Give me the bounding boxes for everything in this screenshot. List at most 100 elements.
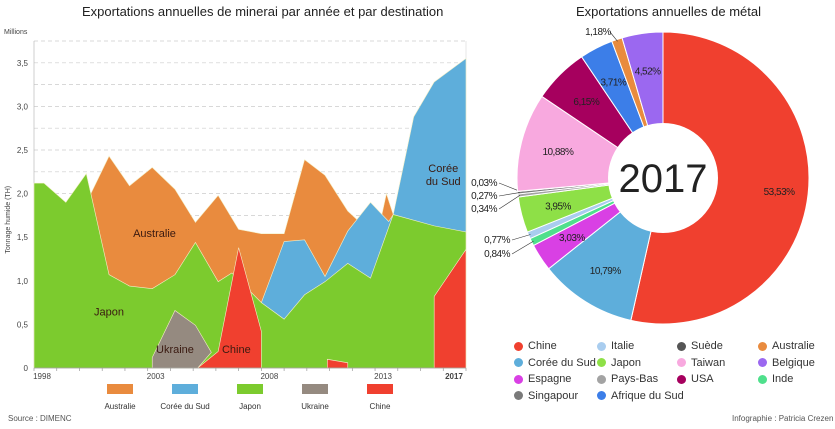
legend-dot-icon: [514, 341, 523, 351]
area-label-line: Australie: [133, 228, 176, 240]
legend-label: Australie: [772, 340, 815, 352]
legend-dot-icon: [597, 341, 606, 351]
leader-line: [498, 182, 520, 192]
pie-slice-suède: [517, 177, 664, 193]
legend-dot-icon: [514, 391, 523, 400]
pie-label: 1,18%: [585, 27, 611, 38]
legend-label: Belgique: [772, 356, 815, 369]
legend-item: Espagne: [514, 373, 571, 385]
legend-dot-icon: [514, 374, 523, 384]
pie-slice-afrique-du-sud: [580, 40, 664, 179]
area-label-line: Corée: [428, 163, 458, 175]
legend-dot-icon: [597, 391, 606, 400]
x-tick-label: 2017: [445, 372, 463, 381]
legend-item: Singapour: [514, 390, 578, 402]
pie-label: 0,84%: [484, 249, 510, 260]
legend-dot-icon: [758, 341, 767, 351]
leader-line: [511, 240, 534, 255]
legend-item: USA: [677, 373, 714, 385]
area-label-line: Chine: [222, 344, 251, 356]
area-label: Chine: [222, 344, 251, 356]
credit-note: Infographie : Patricia Crezen: [732, 414, 834, 423]
pie-slice-australie: [611, 37, 664, 179]
y-tick-label: 3,0: [17, 102, 29, 111]
y-axis-label: Tonnage humide (TH): [5, 186, 12, 254]
pie-slice-chine: [630, 31, 810, 325]
pie-label: 10,88%: [542, 147, 574, 158]
leader-line: [511, 234, 531, 241]
legend-label: Italie: [611, 340, 635, 352]
area-label-line: Japon: [94, 307, 124, 319]
legend-label: Australie: [104, 402, 136, 411]
pie-label: 3,95%: [545, 201, 571, 212]
legend-label: Ukraine: [301, 402, 329, 411]
legend-item: Chine: [514, 340, 557, 352]
y-tick-label: 0: [24, 364, 29, 373]
legend-label: Pays-Bas: [611, 373, 659, 385]
legend-label: Chine: [528, 340, 557, 352]
pie-slice-inde: [529, 177, 664, 247]
legend-label: Inde: [772, 373, 794, 385]
legend-dot-icon: [677, 358, 686, 367]
legend-item: Taiwan: [677, 357, 725, 369]
pie-slice-espagne: [532, 177, 664, 270]
pie-center-label: 2017: [619, 157, 708, 201]
legend-dot-icon: [514, 358, 523, 367]
legend-item: Pays-Bas: [597, 373, 658, 385]
legend-swatch: [367, 384, 393, 394]
legend-dot-icon: [597, 374, 606, 384]
legend-swatch: [302, 384, 328, 394]
x-tick-label: 2003: [147, 372, 165, 381]
legend-label: Chine: [369, 402, 391, 411]
legend-item: Italie: [597, 340, 634, 352]
legend-label: Singapour: [528, 389, 579, 402]
area-label-line: Ukraine: [156, 344, 194, 356]
y-tick-label: 0,5: [17, 320, 29, 329]
legend-item: Afrique du Sud: [597, 390, 684, 402]
area-chart-title: Exportations annuelles de minerai par an…: [82, 4, 444, 19]
pie-slice-usa: [541, 56, 664, 179]
pie-chart-title: Exportations annuelles de métal: [576, 4, 762, 19]
legend-label: Taiwan: [691, 356, 726, 369]
pie-label: 10,79%: [590, 266, 622, 277]
area-label-line: du Sud: [426, 176, 461, 188]
pie-slice-italie: [526, 177, 664, 240]
legend-label: Corée du Sud: [528, 356, 596, 369]
leader-line: [498, 195, 521, 210]
pie-slice-singapour: [517, 177, 664, 195]
y-tick-label: 2,0: [17, 190, 29, 199]
legend-item: Japon: [597, 357, 641, 369]
pie-label: 6,15%: [573, 97, 599, 108]
legend-item: Australie: [758, 340, 815, 352]
pie-slice-belgique: [621, 31, 664, 179]
area-chart: Australie Corée du Sud Japon Ukraine Chine 0 0,…: [4, 29, 467, 381]
legend-swatch: [237, 384, 263, 394]
legend-dot-icon: [677, 341, 686, 351]
pie-slice-taiwan: [516, 95, 665, 192]
area-label: Ukraine: [156, 344, 194, 356]
pie-center-hole: [608, 123, 718, 233]
legend-item: Suède: [677, 340, 723, 352]
pie-slice-corée-du-sud: [547, 176, 664, 322]
legend-swatch: [172, 384, 198, 394]
legend-label: Afrique du Sud: [611, 389, 684, 402]
area-japon: [33, 172, 467, 369]
legend-dot-icon: [597, 358, 606, 367]
pie-label: 3,03%: [559, 233, 585, 244]
pie-slice-pays-bas: [517, 177, 664, 198]
legend-label: Espagne: [528, 373, 572, 385]
pie-label: 53,53%: [764, 187, 796, 198]
source-note: Source : DIMENC: [8, 414, 72, 423]
legend-dot-icon: [758, 374, 767, 384]
pie-label: 4,52%: [635, 67, 661, 78]
y-tick-label: 1,0: [17, 277, 29, 286]
x-tick-label: 2008: [260, 372, 278, 381]
area-label: Japon: [94, 307, 124, 319]
area-label: Corée du Sud: [426, 163, 461, 188]
legend-item: Inde: [758, 373, 793, 385]
legend-dot-icon: [677, 374, 686, 384]
legend-dot-icon: [758, 358, 767, 367]
pie-label: 0,77%: [484, 235, 510, 246]
legend-item: Belgique: [758, 357, 815, 369]
